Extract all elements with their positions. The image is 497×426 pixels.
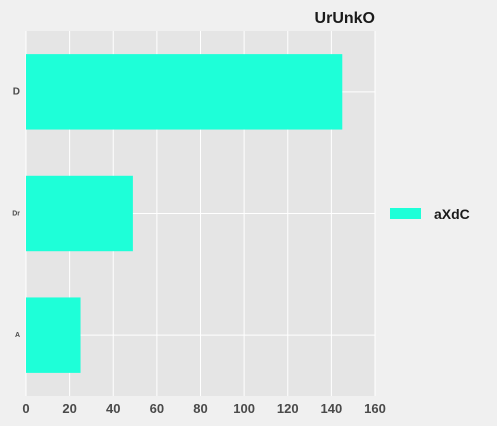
x-tick-label: 20 — [62, 401, 76, 416]
y-tick-label: D — [13, 86, 20, 97]
x-tick-label: 140 — [321, 401, 343, 416]
x-tick-label: 160 — [364, 401, 386, 416]
x-tick-label: 60 — [150, 401, 164, 416]
x-tick-labels: 0 20 40 60 80 100 120 140 160 — [22, 401, 385, 416]
bars — [26, 54, 343, 373]
bar-d — [26, 54, 343, 130]
y-tick-label: A — [15, 332, 20, 339]
bar-a — [26, 297, 81, 373]
y-tick-label: Dr — [12, 210, 20, 217]
x-tick-label: 80 — [193, 401, 207, 416]
chart-title: UrUnkO — [315, 10, 375, 27]
x-tick-label: 120 — [277, 401, 299, 416]
legend-swatch — [390, 208, 421, 219]
bar-dr — [26, 175, 133, 252]
legend: aXdC — [390, 206, 470, 222]
x-tick-label: 40 — [106, 401, 120, 416]
x-tick-label: 100 — [233, 401, 255, 416]
legend-label: aXdC — [434, 206, 470, 222]
x-tick-label: 0 — [22, 401, 29, 416]
y-tick-labels: D Dr A — [12, 86, 20, 339]
